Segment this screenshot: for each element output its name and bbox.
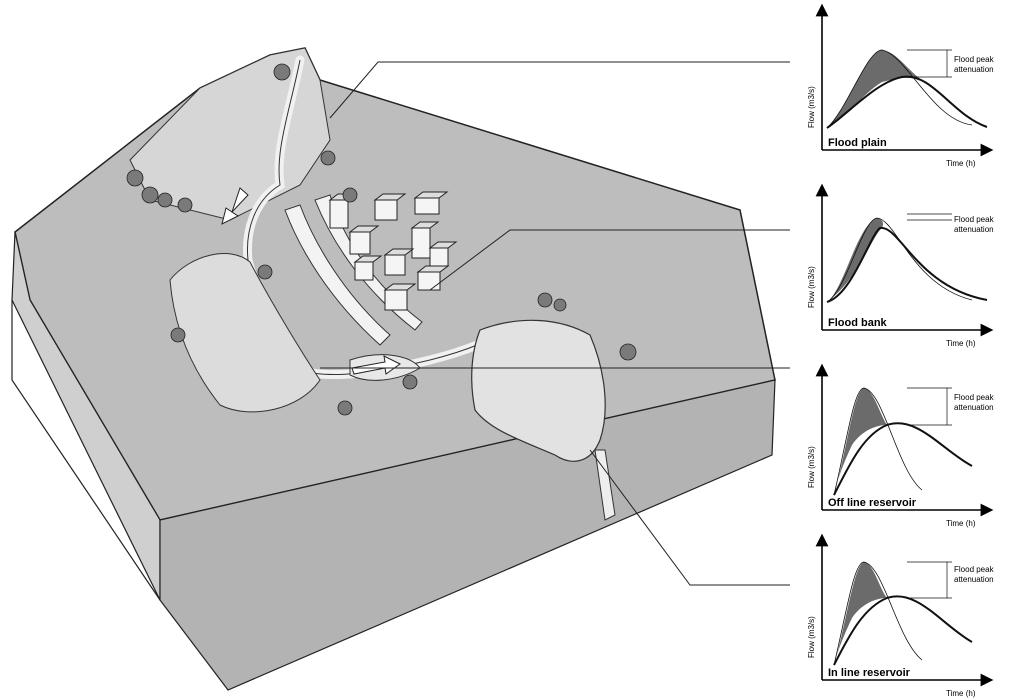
- hydrograph-panel-flood-bank: Flood peak attenuation Flow (m3/s) Flood…: [807, 183, 995, 348]
- natural-hydrograph: [833, 561, 923, 666]
- tree-icon: [141, 186, 159, 204]
- flow-arrows: [221, 187, 401, 375]
- annotation-line-2: attenuation: [954, 225, 994, 234]
- panel-title: In line reservoir: [828, 667, 911, 679]
- tree-icon: [342, 187, 358, 203]
- annotation-line-1: Flood peak: [954, 565, 995, 574]
- annotation-line-1: Flood peak: [954, 393, 995, 402]
- annotation-line-2: attenuation: [954, 403, 994, 412]
- inline-reservoir-area: [471, 319, 606, 462]
- trees: [126, 63, 637, 416]
- x-axis-label: Time (h): [946, 689, 976, 698]
- attenuated-hydrograph: [833, 595, 973, 666]
- landscape-block: [11, 47, 776, 691]
- attenuated-hydrograph: [826, 75, 988, 129]
- panel-title: Flood plain: [828, 137, 887, 149]
- y-axis-label: Flow (m3/s): [807, 86, 816, 128]
- tree-icon: [273, 63, 291, 81]
- tree-icon: [337, 400, 353, 416]
- town-buildings: [328, 191, 458, 311]
- building-icon: [383, 283, 417, 311]
- hydrograph-panel-inline-reservoir: Flood peak attenuation Flow (m3/s) In li…: [807, 533, 995, 698]
- tree-icon: [170, 327, 186, 343]
- tree-icon: [157, 192, 173, 208]
- annotation-line-1: Flood peak: [954, 55, 995, 64]
- x-axis-label: Time (h): [946, 339, 976, 348]
- panel-title: Flood bank: [828, 317, 888, 329]
- attenuated-volume-area: [827, 218, 884, 302]
- block-front-face: [159, 379, 776, 691]
- building-icon: [428, 241, 458, 267]
- outflow-channel: [594, 449, 616, 521]
- leader-lines: [320, 61, 790, 586]
- y-axis-label: Flow (m3/s): [807, 446, 816, 488]
- leader-line-inline: [589, 449, 790, 586]
- flood-bank-levee-2: [314, 194, 423, 331]
- building-icon: [416, 265, 450, 291]
- natural-hydrograph: [833, 387, 923, 496]
- natural-hydrograph: [826, 49, 973, 129]
- annotation-line-2: attenuation: [954, 65, 994, 74]
- tree-icon: [537, 292, 553, 308]
- tree-icon: [257, 264, 273, 280]
- leader-line-flood-plain: [329, 61, 790, 119]
- tree-icon: [320, 150, 336, 166]
- attenuated-volume-area: [834, 562, 887, 665]
- attenuated-hydrograph: [826, 226, 988, 303]
- annotation-line-1: Flood peak: [954, 215, 995, 224]
- flood-plain-area: [169, 253, 321, 413]
- building-icon: [413, 191, 449, 215]
- natural-hydrograph: [826, 217, 973, 303]
- tree-icon: [619, 343, 637, 361]
- attenuated-volume-area: [834, 388, 887, 495]
- panel-title: Off line reservoir: [828, 497, 917, 509]
- flow-arrow-icon: [221, 187, 249, 225]
- tree-icon: [126, 169, 144, 187]
- flow-arrow-icon: [351, 355, 401, 375]
- hydrograph-panel-offline-reservoir: Flood peak attenuation Flow (m3/s) Off l…: [807, 363, 995, 528]
- tree-icon: [553, 298, 567, 312]
- tree-icon: [402, 374, 418, 390]
- annotation-line-2: attenuation: [954, 575, 994, 584]
- y-axis-label: Flow (m3/s): [807, 266, 816, 308]
- tree-icon: [177, 197, 193, 213]
- leader-line-flood-bank: [429, 229, 790, 291]
- x-axis-label: Time (h): [946, 159, 976, 168]
- attenuated-hydrograph: [833, 422, 973, 496]
- building-icon: [353, 255, 383, 281]
- flood-bank-levee: [284, 204, 391, 346]
- y-axis-label: Flow (m3/s): [807, 616, 816, 658]
- building-icon: [348, 225, 380, 255]
- x-axis-label: Time (h): [946, 519, 976, 528]
- hydrograph-panel-flood-plain: Flood peak attenuation Flow (m3/s) Flood…: [807, 3, 995, 168]
- block-bottom-edge: [11, 300, 161, 601]
- building-icon: [383, 248, 415, 276]
- building-icon: [410, 221, 440, 259]
- building-icon: [373, 193, 407, 221]
